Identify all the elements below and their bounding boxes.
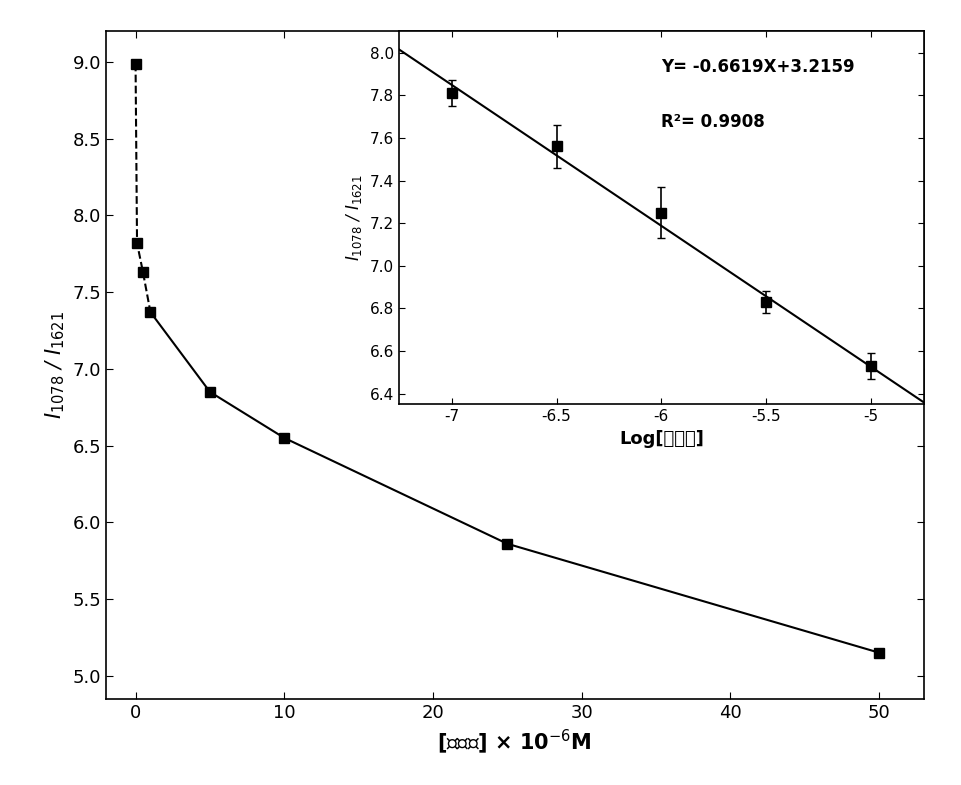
Text: Y= -0.6619X+3.2159: Y= -0.6619X+3.2159 — [661, 57, 854, 75]
Y-axis label: $I_{1078}$ / $I_{1621}$: $I_{1078}$ / $I_{1621}$ — [43, 311, 66, 419]
Text: R²= 0.9908: R²= 0.9908 — [661, 114, 764, 131]
X-axis label: Log[戊二醛]: Log[戊二醛] — [618, 429, 703, 447]
X-axis label: [戊二醛] × 10$^{-6}$M: [戊二醛] × 10$^{-6}$M — [437, 727, 591, 756]
Y-axis label: $I_{1078}$ / $I_{1621}$: $I_{1078}$ / $I_{1621}$ — [344, 174, 364, 261]
